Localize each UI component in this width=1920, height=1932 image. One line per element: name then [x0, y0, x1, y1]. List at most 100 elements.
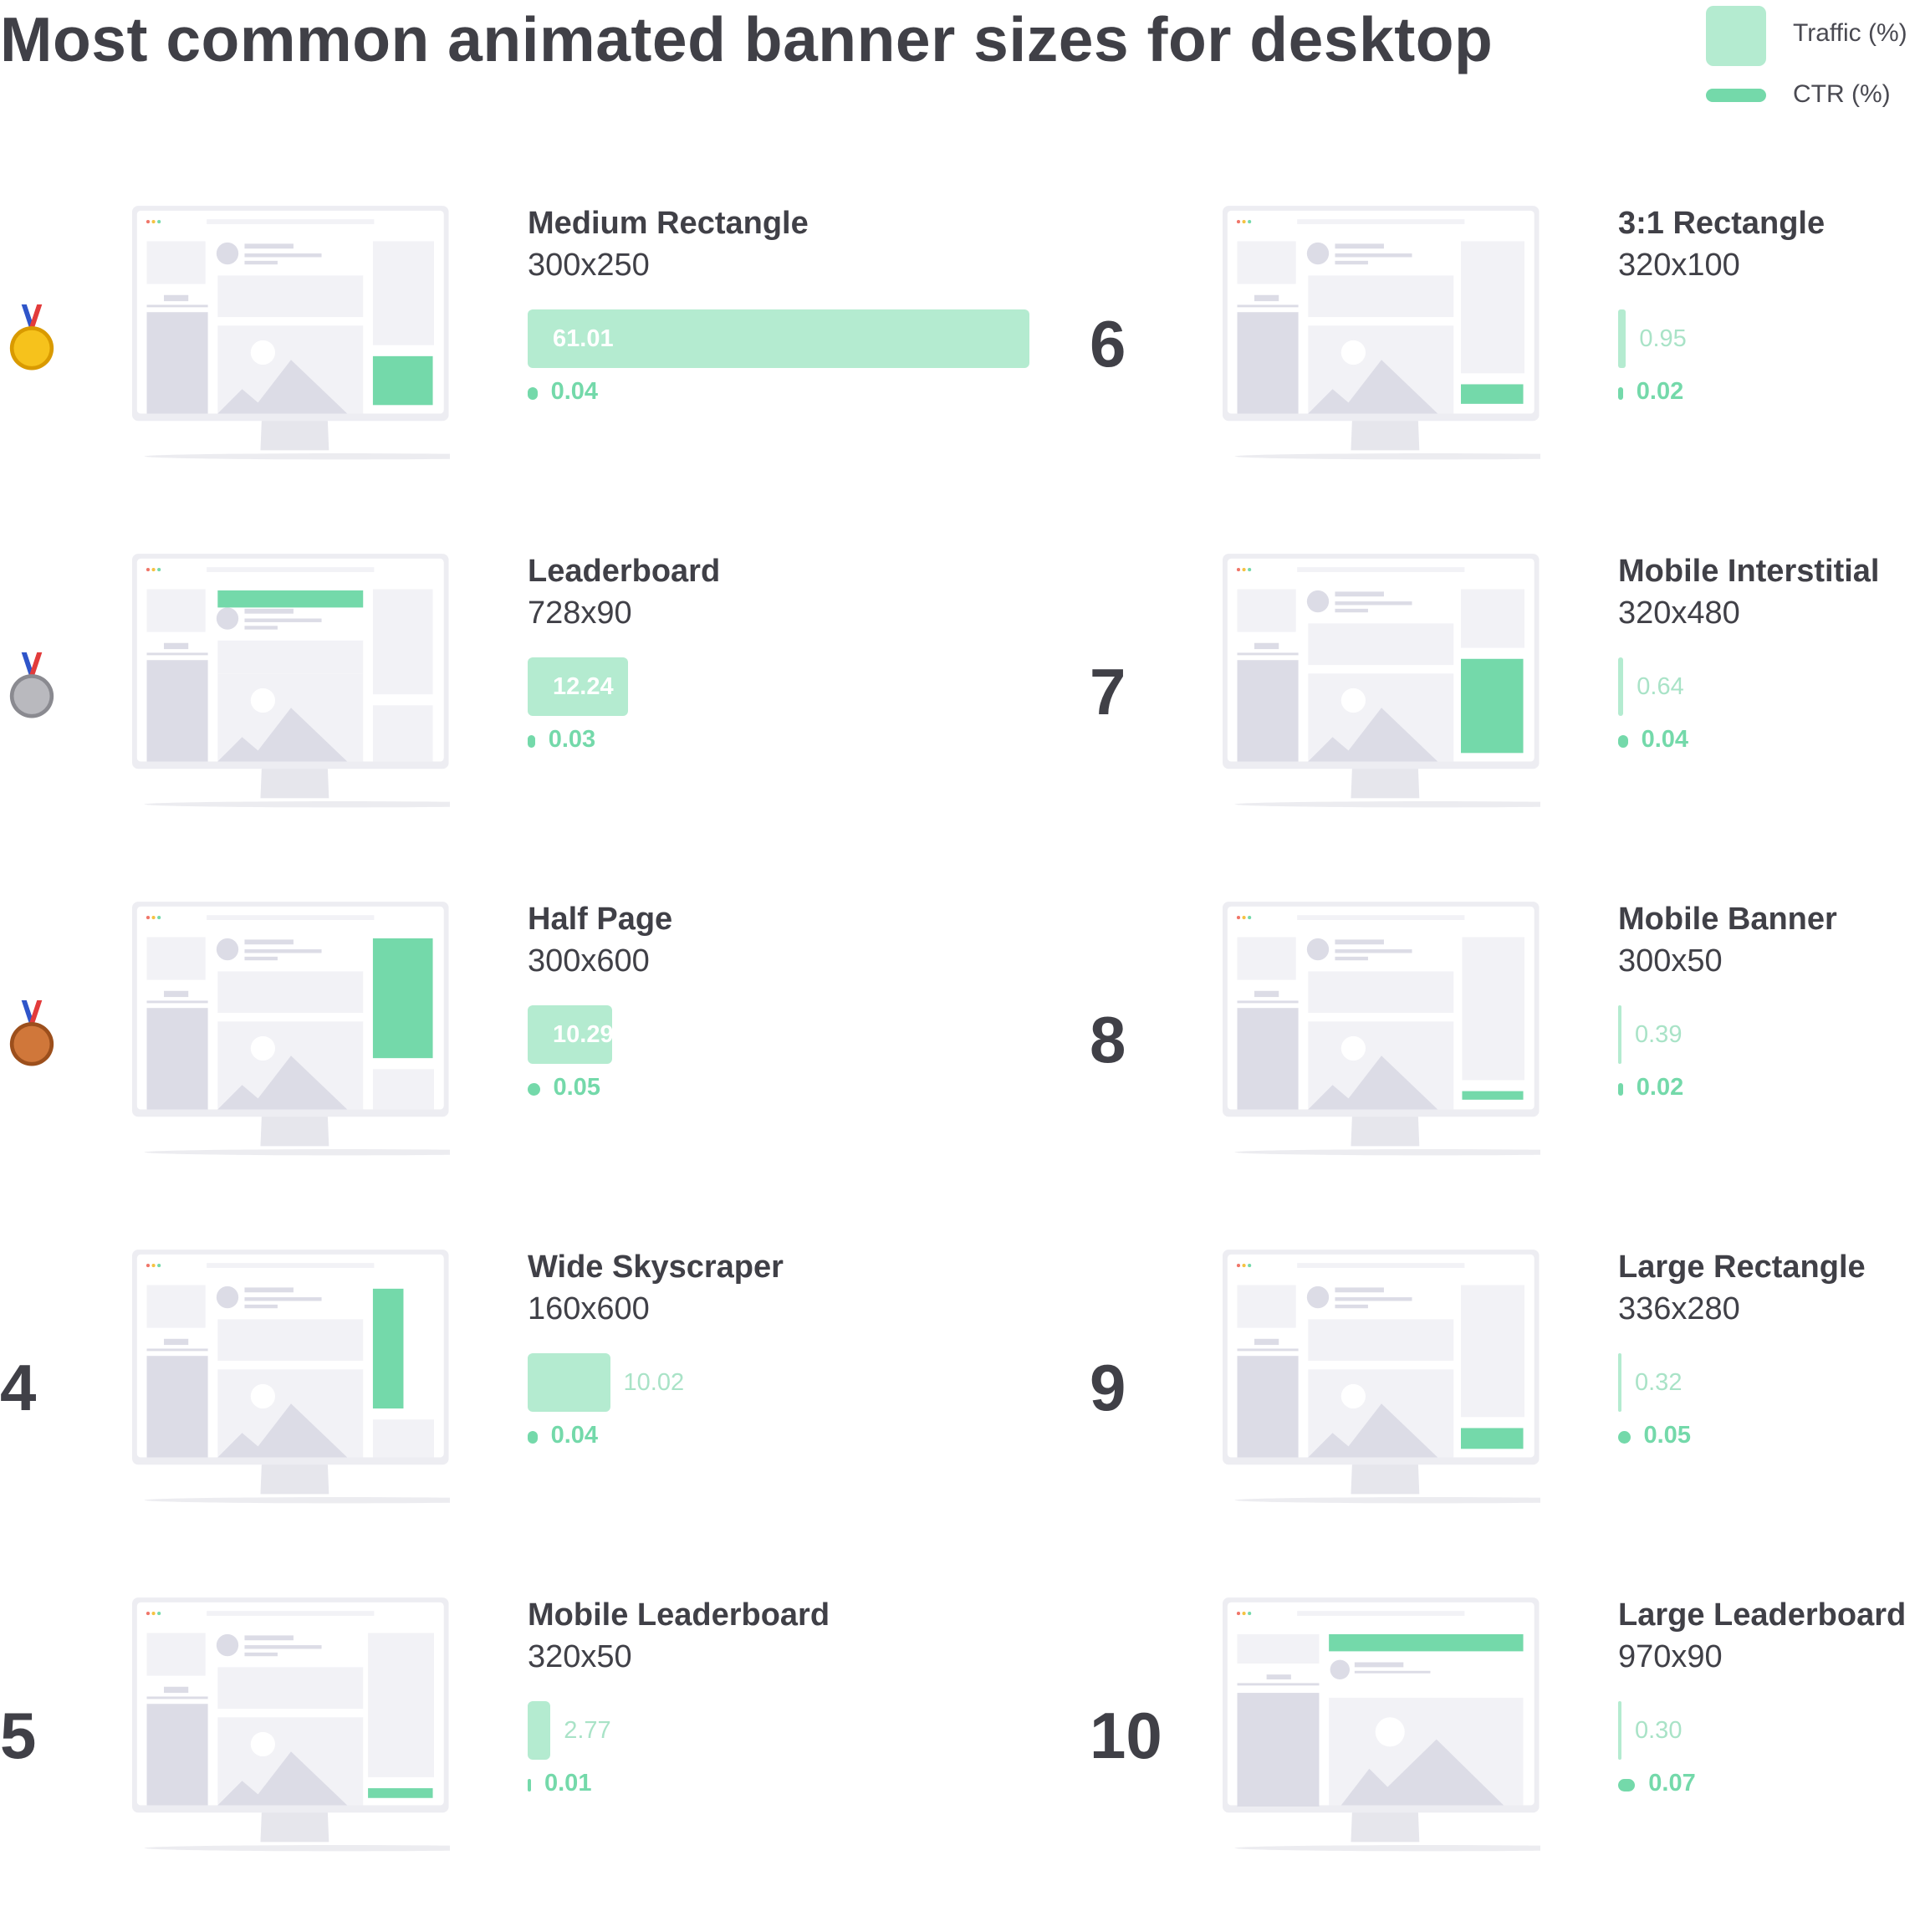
window-dot [151, 220, 156, 224]
ctr-value: 0.01 [544, 1770, 592, 1797]
image-sun [1375, 1717, 1405, 1747]
medal-face [13, 330, 50, 366]
traffic-value: 0.30 [1635, 1717, 1683, 1744]
window-dot [157, 1264, 161, 1268]
window-dot [157, 568, 161, 572]
panel [146, 1008, 208, 1110]
rank-number: 10 [1090, 1699, 1162, 1772]
highlighted-banner [1461, 658, 1524, 754]
panel [244, 1297, 322, 1301]
banner-name: Large Leaderboard [1618, 1597, 1907, 1633]
medal-face [13, 677, 50, 714]
panel [244, 1652, 278, 1657]
window-dot [1236, 220, 1241, 224]
ctr-value: 0.02 [1636, 1074, 1684, 1101]
window-dot [157, 220, 161, 224]
ctr-bar [528, 387, 538, 400]
shadow [1234, 1497, 1540, 1504]
panel [1237, 1693, 1320, 1807]
shadow [1234, 453, 1540, 460]
banner-size: 300x250 [528, 248, 650, 283]
rank-number: 4 [0, 1351, 37, 1424]
ctr-value: 0.05 [553, 1074, 600, 1101]
ribbon [28, 1000, 43, 1024]
panel [1237, 304, 1299, 308]
panel [1335, 253, 1412, 258]
window-dot [1242, 1612, 1246, 1616]
window-dot [151, 1612, 156, 1616]
monitor-stand [1351, 767, 1420, 799]
legend-ctr-label: CTR (%) [1793, 80, 1891, 108]
monitor-illustration [132, 1250, 450, 1504]
panel [244, 608, 294, 614]
monitor-illustration [1223, 554, 1540, 808]
window-dot [146, 1264, 151, 1268]
legend-traffic-label: Traffic (%) [1793, 19, 1907, 47]
legend-traffic: Traffic (%) [1706, 6, 1907, 66]
legend-ctr: CTR (%) [1706, 80, 1891, 108]
panel [164, 1686, 189, 1694]
panel [146, 1000, 208, 1004]
banner-item: Wide Skyscraper 160x600 10.02 0.04 [132, 1250, 1052, 1584]
panel [372, 705, 433, 762]
address-bar [207, 915, 375, 920]
panel [1237, 589, 1296, 632]
ctr-bar [528, 1431, 538, 1444]
traffic-value: 12.24 [553, 673, 614, 700]
panel [244, 618, 322, 622]
window-dot [1242, 1264, 1246, 1268]
window-dot [1242, 220, 1246, 224]
banner-item: Mobile Leaderboard 320x50 2.77 0.01 [132, 1597, 1052, 1932]
highlighted-banner [372, 1288, 404, 1409]
traffic-value: 0.64 [1637, 673, 1684, 700]
panel [1237, 652, 1299, 656]
panel [1237, 1356, 1299, 1458]
traffic-value: 0.32 [1635, 1369, 1683, 1396]
panel [164, 1338, 189, 1346]
monitor-stand [260, 419, 329, 451]
legend-ctr-swatch [1706, 89, 1766, 102]
gold-medal-icon [9, 304, 54, 371]
image-mountain [1308, 708, 1438, 762]
panel [1237, 660, 1299, 762]
monitor-stand [1351, 1463, 1420, 1495]
shadow [144, 453, 450, 460]
panel [372, 589, 433, 695]
banner-size: 336x280 [1618, 1291, 1740, 1326]
banner-size: 320x100 [1618, 248, 1740, 283]
panel [1335, 243, 1384, 249]
window-dot [1248, 220, 1252, 224]
banner-size: 300x600 [528, 943, 650, 979]
highlighted-banner [1329, 1633, 1524, 1652]
highlighted-banner [372, 938, 433, 1059]
avatar-placeholder [1306, 1285, 1330, 1309]
ctr-value: 0.04 [550, 1422, 599, 1449]
ctr-value: 0.07 [1648, 1770, 1696, 1797]
banner-name: 3:1 Rectangle [1618, 206, 1826, 241]
ribbon [21, 304, 35, 328]
banner-size: 300x50 [1618, 943, 1723, 979]
banner-name: Mobile Leaderboard [528, 1597, 830, 1633]
ctr-bar [1618, 735, 1628, 748]
panel [1237, 1683, 1320, 1686]
panel [1335, 260, 1368, 265]
avatar-placeholder [1306, 938, 1330, 961]
ctr-value: 0.03 [548, 726, 596, 753]
banner-item: Medium Rectangle 300x250 61.01 0.04 [132, 206, 1052, 540]
panel [1335, 591, 1384, 597]
panel [368, 1633, 434, 1777]
banner-item: Mobile Interstitial 320x480 0.64 0.04 [1223, 554, 1920, 888]
panel [1354, 1662, 1404, 1668]
panel [372, 241, 434, 345]
panel [244, 949, 322, 953]
address-bar [1297, 1611, 1465, 1616]
image-sun [250, 687, 275, 713]
panel [244, 243, 294, 249]
banner-item: Large Rectangle 336x280 0.32 0.05 [1223, 1250, 1920, 1584]
ctr-bar [1618, 1431, 1631, 1444]
window-dot [1236, 1264, 1241, 1268]
shadow [144, 1845, 450, 1852]
image-sun [250, 1035, 275, 1061]
panel [146, 304, 208, 308]
banner-size: 970x90 [1618, 1639, 1723, 1674]
